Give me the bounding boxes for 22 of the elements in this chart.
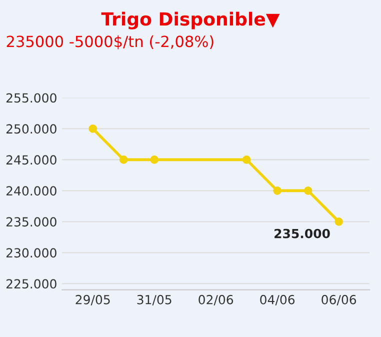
x-tick-label: 06/06: [322, 294, 356, 306]
y-tick-label: 255.000: [6, 93, 56, 103]
y-tick-label: 225.000: [6, 279, 56, 289]
point: [334, 217, 343, 226]
y-tick-label: 235.000: [6, 217, 56, 227]
x-tick-label: 31/05: [137, 294, 172, 306]
chart-subtitle: 235000 -5000$/tn (-2,08%): [6, 35, 214, 50]
point: [88, 124, 98, 133]
point: [304, 186, 312, 195]
y-tick-label: 250.000: [6, 124, 56, 134]
chart-title: Trigo Disponible▼: [101, 12, 280, 30]
y-tick-label: 240.000: [6, 186, 56, 196]
point: [150, 156, 159, 164]
point: [119, 156, 128, 164]
annotation: 235.000: [274, 228, 330, 238]
y-tick-label: 230.000: [6, 248, 56, 258]
x-tick-label: 02/06: [198, 294, 234, 306]
x-tick-label: 29/05: [76, 294, 110, 306]
point: [242, 156, 251, 164]
x-tick-label: 04/06: [260, 294, 295, 306]
y-tick-label: 245.000: [6, 155, 56, 165]
point: [273, 186, 282, 195]
